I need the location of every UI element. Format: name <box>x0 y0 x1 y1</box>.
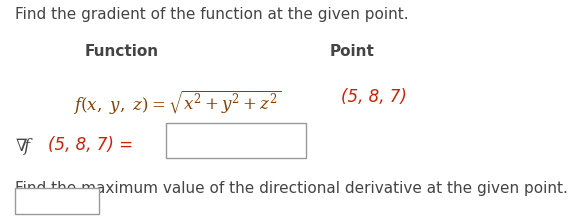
FancyBboxPatch shape <box>15 188 99 214</box>
Text: Find the gradient of the function at the given point.: Find the gradient of the function at the… <box>15 7 408 21</box>
Text: $\nabla\!f$: $\nabla\!f$ <box>15 136 34 157</box>
Text: (5, 8, 7): (5, 8, 7) <box>341 88 407 106</box>
FancyBboxPatch shape <box>166 123 306 158</box>
Text: Function: Function <box>85 44 159 59</box>
Text: $f(x,\ y,\ z) = \sqrt{x^2 + y^2 + z^2}$: $f(x,\ y,\ z) = \sqrt{x^2 + y^2 + z^2}$ <box>73 88 281 116</box>
Text: Point: Point <box>329 44 374 59</box>
Text: (5, 8, 7) =: (5, 8, 7) = <box>48 136 133 154</box>
Text: Find the maximum value of the directional derivative at the given point.: Find the maximum value of the directiona… <box>15 181 567 196</box>
